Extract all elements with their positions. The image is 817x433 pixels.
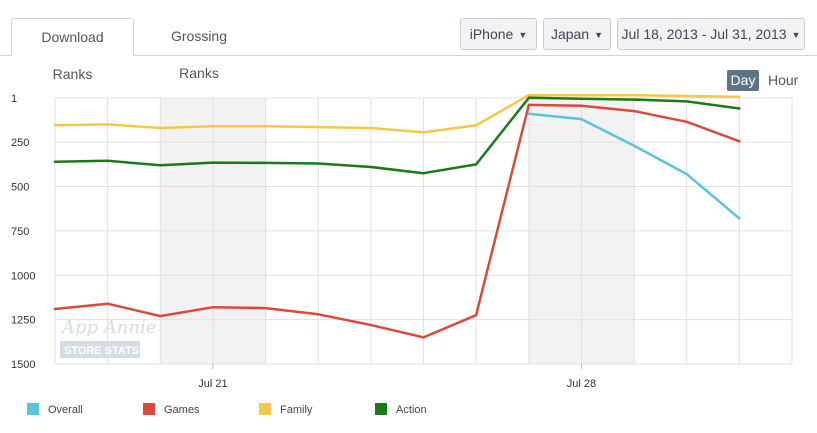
legend-label: Family xyxy=(280,404,313,416)
granularity-day-button[interactable]: Day xyxy=(727,70,759,91)
granularity-hour-button[interactable]: Hour xyxy=(768,72,799,88)
legend-label: Action xyxy=(396,404,427,416)
series-line-games xyxy=(53,103,741,339)
chevron-down-icon: ▼ xyxy=(791,30,801,40)
x-tick-label: Jul 28 xyxy=(567,378,596,390)
country-dropdown-label: Japan xyxy=(550,26,590,42)
tab-bar-divider xyxy=(0,55,817,56)
watermark-badge xyxy=(60,341,140,358)
date-range-dropdown[interactable]: Jul 18, 2013 - Jul 31, 2013 ▼ xyxy=(617,18,805,50)
y-tick-label: 1250 xyxy=(11,315,35,327)
tab-download-ranks[interactable]: Download Ranks xyxy=(11,18,134,82)
app-annie-watermark: App Annie STORE STATS xyxy=(60,317,156,358)
y-tick-label: 750 xyxy=(11,226,29,238)
chevron-down-icon: ▼ xyxy=(518,30,528,40)
y-tick-label: 250 xyxy=(11,137,29,149)
legend-swatch xyxy=(375,403,387,415)
series-line-family xyxy=(53,93,741,134)
legend-item-overall[interactable]: Overall xyxy=(27,403,83,417)
country-dropdown[interactable]: Japan ▼ xyxy=(543,18,611,50)
legend-swatch xyxy=(27,403,39,415)
legend-label: Overall xyxy=(48,404,83,416)
legend-item-games[interactable]: Games xyxy=(143,403,199,417)
x-tick-label: Jul 21 xyxy=(198,378,227,390)
y-tick-label: 1 xyxy=(11,93,17,105)
y-tick-label: 500 xyxy=(11,182,29,194)
tab-grossing-ranks[interactable]: Grossing Ranks xyxy=(170,28,228,81)
legend-label: Games xyxy=(164,404,200,416)
watermark-line1: App Annie xyxy=(60,317,156,338)
series-line-overall xyxy=(527,112,741,220)
legend-swatch xyxy=(143,403,155,415)
legend-item-family[interactable]: Family xyxy=(259,403,312,417)
device-dropdown-label: iPhone xyxy=(469,26,514,42)
legend-swatch xyxy=(259,403,271,415)
y-tick-label: 1000 xyxy=(11,270,35,282)
chevron-down-icon: ▼ xyxy=(594,30,604,40)
series-line-action xyxy=(53,96,741,175)
device-dropdown[interactable]: iPhone ▼ xyxy=(460,18,537,50)
y-tick-label: 1500 xyxy=(11,359,35,371)
legend-item-action[interactable]: Action xyxy=(375,403,427,417)
date-range-label: Jul 18, 2013 - Jul 31, 2013 xyxy=(621,26,787,42)
watermark-line2: STORE STATS xyxy=(64,345,139,357)
